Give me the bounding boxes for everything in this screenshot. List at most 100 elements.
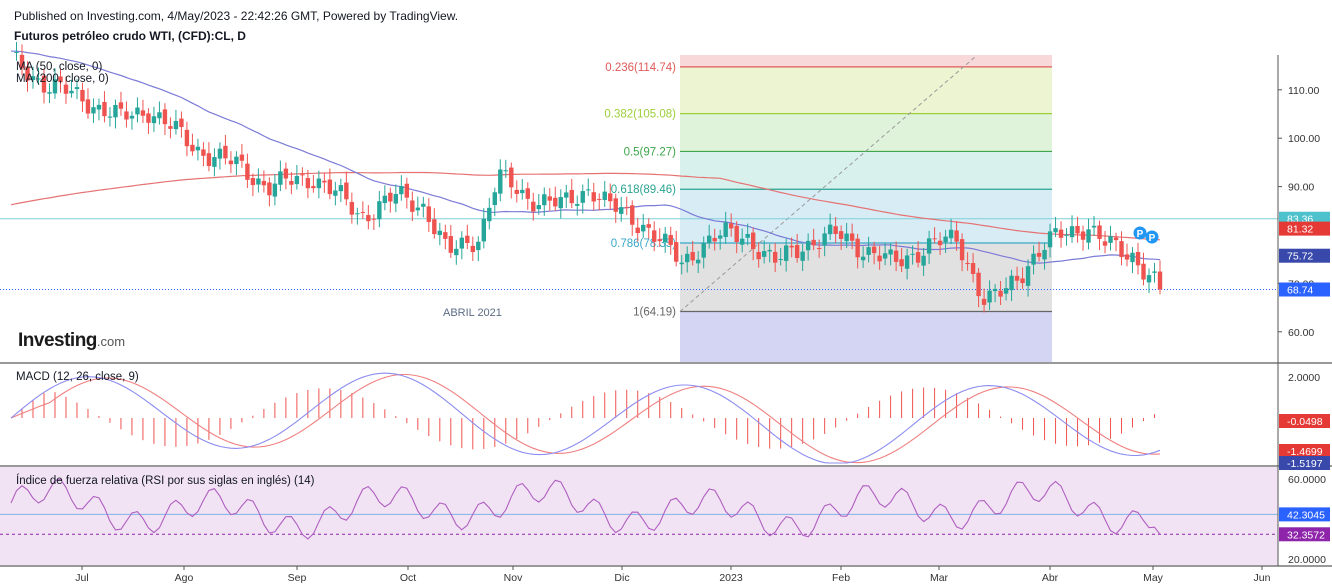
candle-body	[184, 129, 190, 147]
fib-level-label: 0.618(89.46)	[611, 184, 676, 196]
fib-level-label: 1(64.19)	[633, 307, 676, 319]
macd-value-label: -1.5197	[1287, 458, 1323, 470]
candle-body	[333, 190, 338, 196]
candle-body	[569, 189, 574, 204]
candle-body	[91, 107, 96, 114]
candle-body	[602, 191, 607, 201]
fib-level-label: 0.382(105.08)	[604, 109, 676, 121]
candle-body	[1036, 252, 1042, 257]
marker-text: P	[1137, 229, 1144, 240]
candle-body	[80, 89, 85, 102]
candle-body	[1102, 241, 1108, 246]
candle-body	[1075, 225, 1080, 234]
candle-body	[685, 253, 690, 263]
macd-line	[10, 372, 1161, 464]
candle-body	[503, 170, 508, 172]
candle-body	[74, 87, 80, 90]
candle-body	[580, 191, 585, 203]
price-tag	[1279, 221, 1330, 236]
macd-label[interactable]: MACD (12, 26, close, 9)	[16, 371, 139, 383]
candle-body	[608, 193, 613, 202]
candle-body	[624, 207, 629, 209]
candle-body	[728, 223, 734, 229]
candle-body	[965, 262, 970, 265]
candle-body	[245, 163, 250, 180]
macd-value-tag	[1279, 414, 1330, 428]
macd-value-label: -0.0498	[1287, 416, 1323, 428]
candle-body	[1069, 226, 1075, 238]
candle-body	[1025, 266, 1031, 286]
candle-body	[981, 298, 987, 305]
candle-body	[1031, 253, 1036, 265]
candle-body	[1124, 254, 1130, 260]
candle-body	[448, 236, 454, 253]
rsi-label[interactable]: Índice de fuerza relativa (RSI por sus s…	[16, 475, 315, 487]
candle-body	[338, 185, 344, 192]
candle-body	[1014, 275, 1020, 281]
candle-body	[701, 242, 706, 258]
candle-body	[190, 144, 195, 152]
candle-body	[19, 54, 25, 69]
candle-body	[591, 192, 596, 202]
candle-body	[63, 84, 69, 94]
candle-body	[816, 248, 822, 250]
candle-body	[118, 102, 124, 109]
fib-zone	[680, 113, 1052, 152]
ma50-line	[11, 50, 1161, 264]
investing-logo: Investing.com	[18, 330, 126, 351]
candle-body	[388, 192, 393, 202]
candle-body	[1141, 263, 1146, 280]
candle-body	[734, 225, 739, 243]
candle-body	[750, 232, 756, 250]
marker-circle	[1133, 226, 1147, 240]
candle-body	[943, 236, 948, 243]
candle-body	[41, 75, 47, 93]
candle-body	[157, 112, 162, 119]
candle-body	[173, 120, 179, 130]
candle-body	[899, 259, 904, 267]
ma50-label[interactable]: MA (50, close, 0)	[16, 61, 103, 73]
candle-body	[261, 180, 267, 186]
candle-body	[509, 167, 514, 188]
ma200-label[interactable]: MA (200, close, 0)	[16, 73, 109, 85]
candle-body	[761, 251, 767, 257]
price-tag-label: 68.74	[1287, 284, 1313, 296]
x-tick-label: Sep	[288, 572, 307, 584]
fib-zone	[680, 66, 1052, 114]
candle-body	[976, 272, 981, 297]
candle-body	[234, 156, 239, 165]
candle-body	[454, 248, 459, 256]
candle-body	[140, 110, 146, 116]
candle-body	[558, 197, 563, 209]
candle-body	[481, 218, 486, 242]
candle-body	[706, 235, 712, 243]
candle-body	[723, 222, 728, 237]
candle-body	[426, 206, 432, 222]
candle-body	[959, 239, 965, 261]
candle-body	[179, 118, 184, 128]
candle-body	[443, 232, 448, 239]
candle-body	[96, 104, 102, 110]
candle-body	[206, 153, 212, 167]
candle-body	[739, 238, 745, 245]
candle-body	[871, 246, 877, 254]
candle-body	[102, 102, 107, 117]
candle-body	[344, 182, 349, 200]
candle-body	[630, 205, 635, 225]
candle-body	[690, 252, 695, 261]
y-tick-label: 60.00	[1288, 327, 1314, 339]
candle-body	[52, 79, 58, 94]
candle-body	[432, 219, 437, 235]
candle-body	[536, 205, 541, 210]
candle-body	[772, 251, 778, 263]
candle-body	[866, 247, 871, 255]
candle-body	[256, 178, 261, 185]
candle-body	[926, 238, 932, 254]
candle-body	[745, 233, 750, 238]
candle-body	[278, 171, 283, 185]
candle-body	[1146, 275, 1152, 283]
rsi-value-tag	[1279, 507, 1330, 522]
candle-body	[547, 196, 552, 201]
rsi-value-label: 42.3045	[1287, 509, 1325, 521]
candle-body	[162, 109, 168, 125]
